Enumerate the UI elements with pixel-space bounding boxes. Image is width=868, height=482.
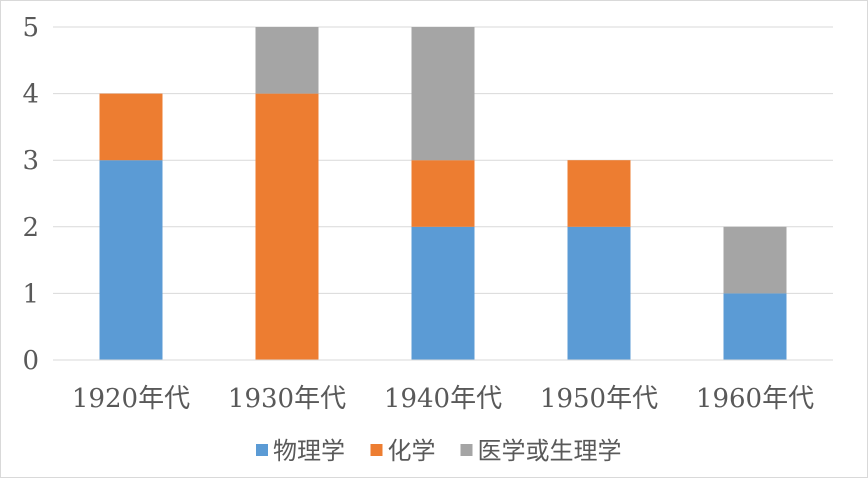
bar-segment bbox=[567, 226, 631, 360]
legend-label: 化学 bbox=[388, 437, 436, 465]
bar-segment bbox=[99, 93, 163, 161]
y-tick-label: 4 bbox=[22, 80, 39, 110]
legend-label: 物理学 bbox=[273, 437, 345, 465]
y-tick-label: 2 bbox=[22, 213, 39, 243]
x-axis-ticks: 1920年代 1930年代 1940年代 1950年代 1960年代 bbox=[72, 384, 814, 414]
bar-segment bbox=[411, 226, 475, 360]
legend: 物理学 化学 医学或生理学 bbox=[256, 437, 622, 465]
x-tick-label: 1950年代 bbox=[540, 384, 658, 414]
bar-segment bbox=[255, 93, 319, 360]
y-tick-label: 0 bbox=[22, 346, 39, 376]
y-axis-ticks: 0 1 2 3 4 5 bbox=[22, 13, 39, 376]
legend-swatch bbox=[256, 444, 268, 456]
bar-segment bbox=[99, 160, 163, 360]
y-tick-label: 3 bbox=[22, 146, 39, 176]
bar-segment bbox=[255, 27, 319, 94]
x-tick-label: 1940年代 bbox=[384, 384, 502, 414]
legend-label: 医学或生理学 bbox=[478, 437, 622, 465]
bar-segment bbox=[411, 160, 475, 227]
y-tick-label: 5 bbox=[22, 13, 39, 43]
bar-segment bbox=[567, 160, 631, 227]
x-tick-label: 1920年代 bbox=[72, 384, 190, 414]
bar-segment bbox=[411, 27, 475, 161]
legend-swatch bbox=[370, 444, 383, 456]
x-tick-label: 1960年代 bbox=[696, 384, 814, 414]
bar-segment bbox=[723, 293, 787, 360]
bars bbox=[99, 27, 787, 360]
bar-segment bbox=[723, 226, 787, 294]
y-tick-label: 1 bbox=[22, 279, 39, 309]
x-tick-label: 1930年代 bbox=[228, 384, 346, 414]
legend-swatch bbox=[460, 444, 473, 456]
